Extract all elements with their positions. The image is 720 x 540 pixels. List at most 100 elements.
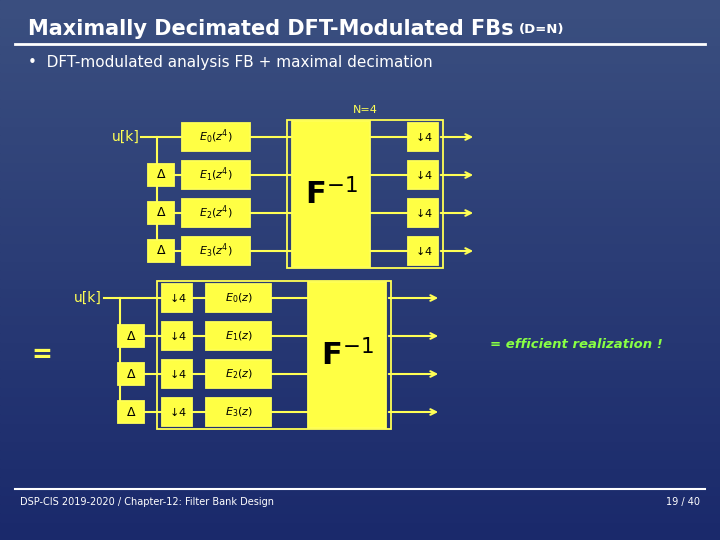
FancyBboxPatch shape [118,363,144,385]
Text: $\downarrow\!4$: $\downarrow\!4$ [413,169,433,181]
Text: u[k]: u[k] [112,130,140,144]
Text: $\downarrow\!4$: $\downarrow\!4$ [167,330,187,342]
Bar [0,522,720,531]
FancyBboxPatch shape [162,284,192,312]
Bar [0,207,720,216]
Bar [0,108,720,117]
Text: $\Delta$: $\Delta$ [126,368,136,381]
FancyBboxPatch shape [182,161,250,189]
FancyBboxPatch shape [182,123,250,151]
Bar [0,252,720,261]
Bar [0,324,720,333]
Bar [0,54,720,63]
Text: $E_1(z)$: $E_1(z)$ [225,329,253,343]
Text: $E_3(z^4)$: $E_3(z^4)$ [199,242,233,260]
Bar [0,81,720,90]
Bar [0,369,720,378]
Text: $E_0(z)$: $E_0(z)$ [225,291,253,305]
Bar [0,162,720,171]
Text: $\mathbf{F}^{-1}$: $\mathbf{F}^{-1}$ [305,178,357,210]
FancyBboxPatch shape [162,360,192,388]
Bar [0,405,720,414]
Bar [0,342,720,351]
Bar [0,486,720,495]
Bar [0,531,720,540]
Bar [0,288,720,297]
Bar [0,9,720,18]
Bar [0,432,720,441]
Text: $E_3(z)$: $E_3(z)$ [225,405,253,419]
Bar [0,441,720,450]
Bar [0,225,720,234]
FancyBboxPatch shape [408,161,438,189]
FancyBboxPatch shape [182,199,250,227]
Text: (D=N): (D=N) [519,23,564,36]
Bar [0,171,720,180]
Bar [0,135,720,144]
Text: $\downarrow\!4$: $\downarrow\!4$ [167,368,187,380]
Text: $E_0(z^4)$: $E_0(z^4)$ [199,128,233,146]
Text: $\downarrow\!4$: $\downarrow\!4$ [167,292,187,304]
Bar [0,423,720,432]
Bar [0,243,720,252]
Bar [0,198,720,207]
Text: $\Delta$: $\Delta$ [156,245,166,258]
Bar [0,495,720,504]
Bar [0,504,720,513]
Text: $\downarrow\!4$: $\downarrow\!4$ [413,207,433,219]
Bar [0,351,720,360]
Bar [0,297,720,306]
FancyBboxPatch shape [148,202,174,224]
Text: $\downarrow\!4$: $\downarrow\!4$ [167,406,187,418]
Bar [0,153,720,162]
Text: = efficient realization !: = efficient realization ! [490,339,662,352]
Bar [0,333,720,342]
Bar [0,450,720,459]
FancyBboxPatch shape [206,322,271,350]
Bar [0,72,720,81]
Bar [0,117,720,126]
Text: N=4: N=4 [353,105,377,115]
Bar [0,27,720,36]
FancyBboxPatch shape [408,237,438,265]
Bar [0,18,720,27]
Bar [0,180,720,189]
Text: DSP-CIS 2019-2020 / Chapter-12: Filter Bank Design: DSP-CIS 2019-2020 / Chapter-12: Filter B… [20,497,274,507]
Text: $E_1(z^4)$: $E_1(z^4)$ [199,166,233,184]
Bar [0,36,720,45]
FancyBboxPatch shape [308,282,386,428]
Bar [0,99,720,108]
Text: •  DFT-modulated analysis FB + maximal decimation: • DFT-modulated analysis FB + maximal de… [28,56,433,71]
FancyBboxPatch shape [118,401,144,423]
Bar [0,261,720,270]
FancyBboxPatch shape [206,398,271,426]
Bar [0,387,720,396]
FancyBboxPatch shape [148,164,174,186]
Text: $\downarrow\!4$: $\downarrow\!4$ [413,131,433,143]
Bar [0,216,720,225]
Text: $E_2(z)$: $E_2(z)$ [225,367,253,381]
Text: $\downarrow\!4$: $\downarrow\!4$ [413,245,433,257]
Text: $\Delta$: $\Delta$ [156,206,166,219]
FancyBboxPatch shape [182,237,250,265]
Bar [0,144,720,153]
FancyBboxPatch shape [162,322,192,350]
Bar [0,513,720,522]
FancyBboxPatch shape [118,325,144,347]
FancyBboxPatch shape [162,398,192,426]
Bar [0,459,720,468]
Text: Maximally Decimated DFT-Modulated FBs: Maximally Decimated DFT-Modulated FBs [28,19,513,39]
Text: 19 / 40: 19 / 40 [666,497,700,507]
Bar [0,45,720,54]
FancyBboxPatch shape [408,123,438,151]
FancyBboxPatch shape [292,121,370,267]
Bar [0,468,720,477]
Bar [0,279,720,288]
FancyBboxPatch shape [408,199,438,227]
Bar [0,396,720,405]
Text: $\Delta$: $\Delta$ [156,168,166,181]
FancyBboxPatch shape [206,360,271,388]
Bar [0,378,720,387]
Bar [0,414,720,423]
Bar [0,270,720,279]
